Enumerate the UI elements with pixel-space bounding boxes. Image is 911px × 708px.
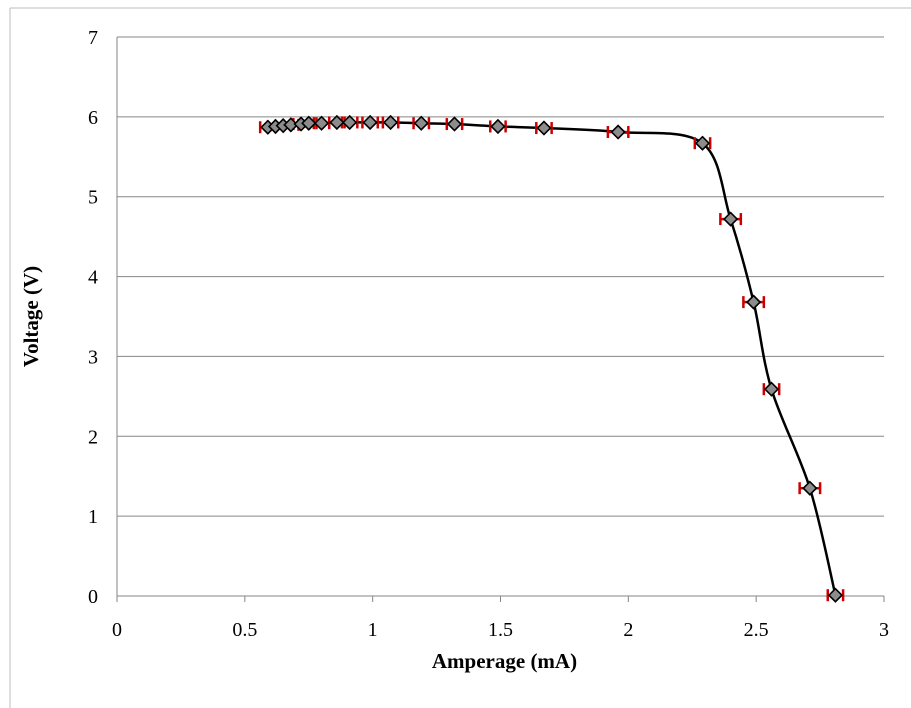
data-point xyxy=(610,124,626,140)
data-point xyxy=(362,114,378,131)
data-point xyxy=(536,120,552,136)
data-point xyxy=(763,381,780,397)
data-point xyxy=(745,294,762,310)
data-point xyxy=(490,118,506,135)
x-tick-label: 1.5 xyxy=(488,619,513,641)
y-tick-label: 3 xyxy=(88,346,98,368)
data-point xyxy=(382,114,399,131)
data-point xyxy=(329,114,345,131)
y-tick-label: 6 xyxy=(88,107,98,129)
x-tick-label: 2.5 xyxy=(744,619,769,641)
x-tick-label: 0.5 xyxy=(232,619,257,641)
y-tick-label: 2 xyxy=(88,426,98,448)
data-point xyxy=(694,135,711,151)
data-point xyxy=(446,116,463,132)
y-tick-label: 0 xyxy=(88,586,98,608)
x-tick-label: 0 xyxy=(112,619,122,641)
x-tick-label: 3 xyxy=(879,619,889,641)
x-tick-label: 2 xyxy=(623,619,633,641)
data-point xyxy=(301,115,317,131)
data-point xyxy=(313,115,330,131)
y-tick-label: 1 xyxy=(88,506,98,528)
x-tick-label: 1 xyxy=(368,619,378,641)
data-point xyxy=(342,114,358,131)
data-point xyxy=(802,480,818,496)
y-axis-title: Voltage (V) xyxy=(19,266,43,367)
y-tick-label: 5 xyxy=(88,187,98,209)
y-tick-label: 7 xyxy=(88,27,98,49)
data-point xyxy=(827,587,844,603)
data-point xyxy=(413,115,429,131)
x-axis-title: Amperage (mA) xyxy=(432,649,577,673)
y-tick-label: 4 xyxy=(88,267,98,289)
series-line xyxy=(267,121,837,596)
data-point xyxy=(722,211,739,227)
